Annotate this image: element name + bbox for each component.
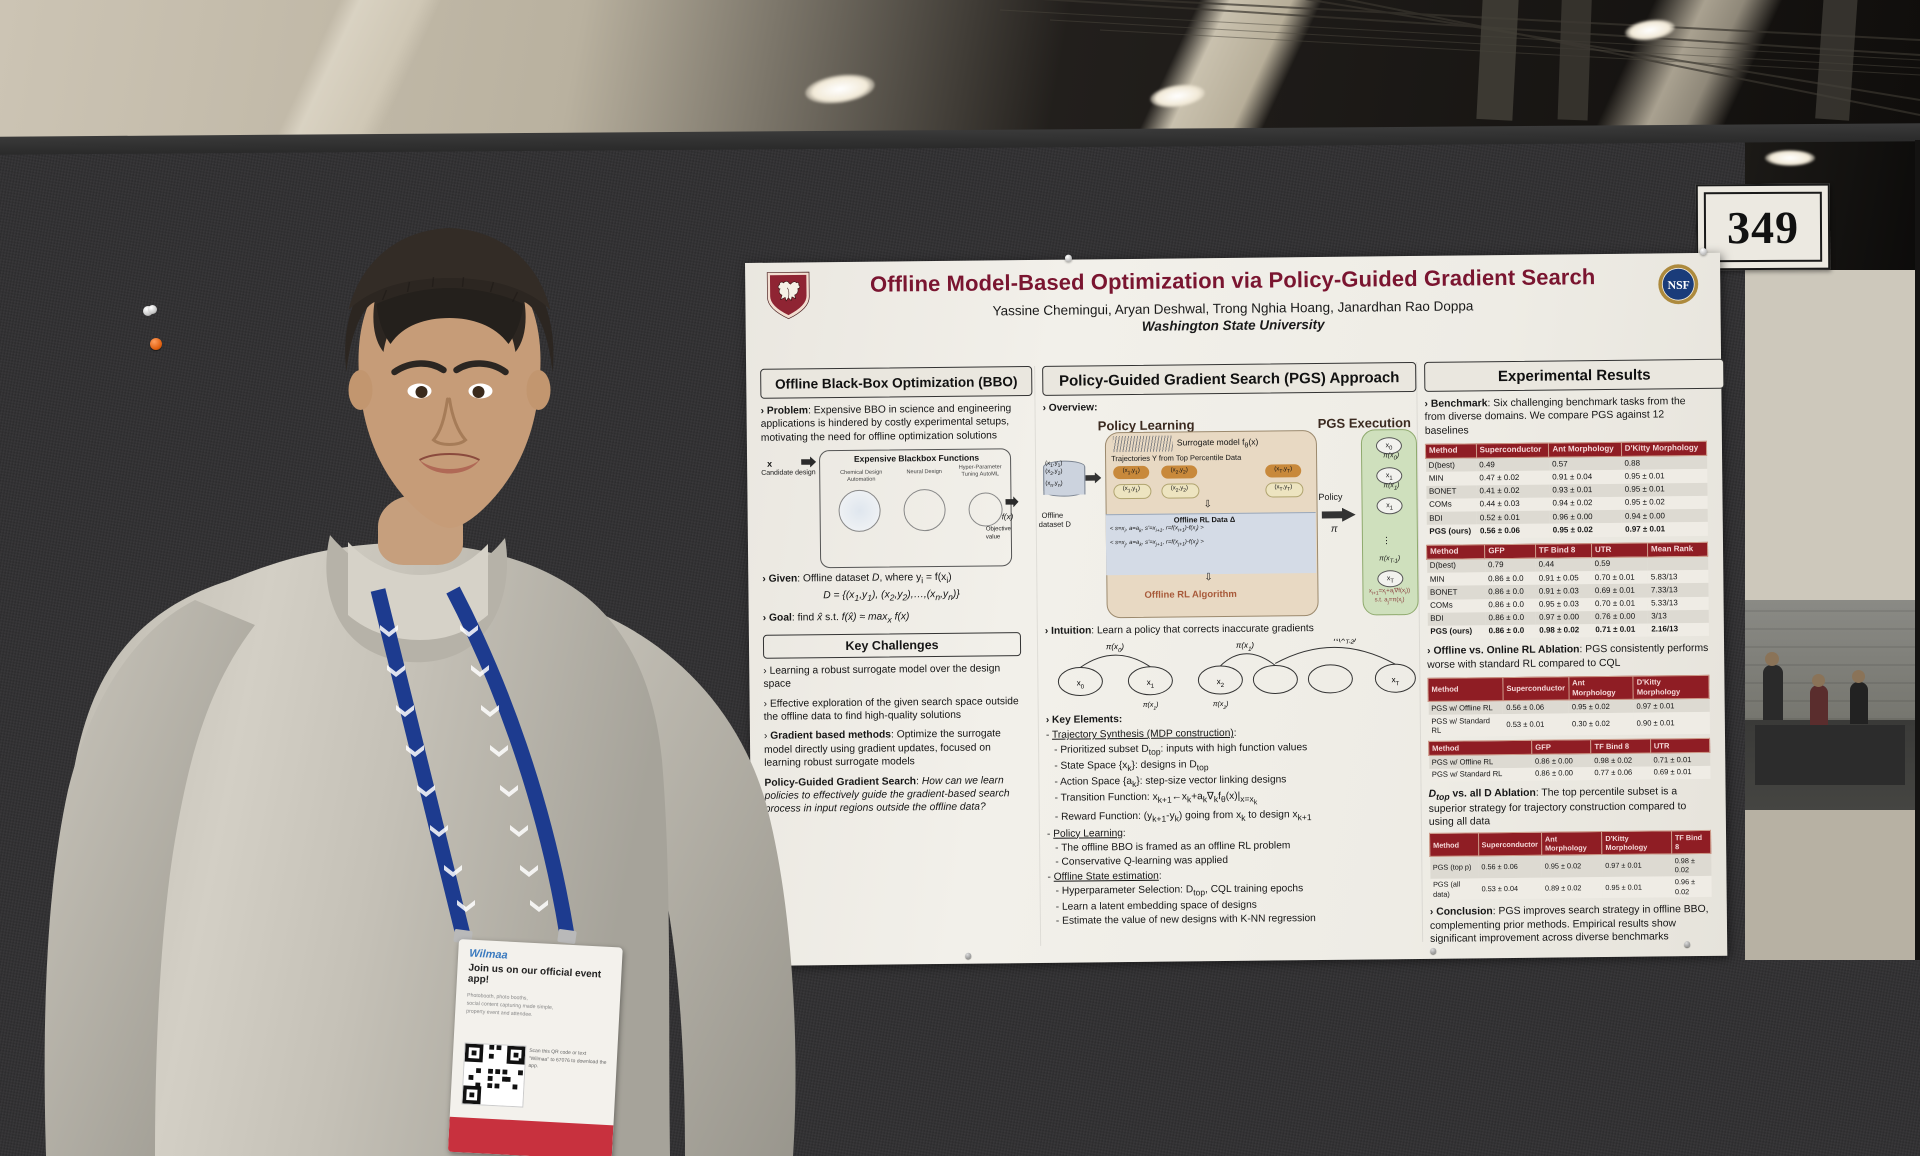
svg-text:π(x1): π(x1) [1236,641,1254,653]
svg-text:NSF: NSF [1668,279,1690,292]
svg-text:π(xT-2): π(xT-2) [1333,638,1357,646]
svg-text:xT: xT [1392,675,1400,687]
svg-text:x2: x2 [1217,677,1225,689]
svg-text:π(x2): π(x2) [1213,701,1229,711]
svg-text:π(x0): π(x0) [1106,642,1124,654]
svg-text:π(x1): π(x1) [1143,702,1159,712]
svg-text:x1: x1 [1147,678,1155,690]
svg-text:x0: x0 [1077,679,1085,691]
